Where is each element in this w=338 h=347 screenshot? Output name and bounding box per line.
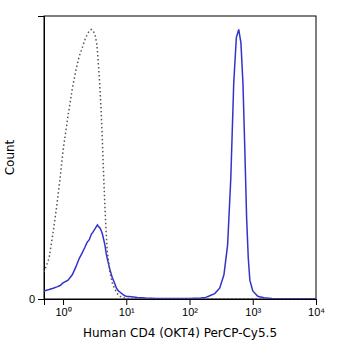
x-tick-mark <box>316 299 317 305</box>
x-tick: 10⁰ <box>55 299 71 318</box>
plot-area: 10⁰ 10¹ 10² 10³ 10⁴ 0 <box>29 16 325 318</box>
series-line <box>44 29 316 298</box>
y-tick-mark <box>38 299 44 300</box>
x-axis-title: Human CD4 (OKT4) PerCP-Cy5.5 <box>83 326 277 340</box>
plot-frame <box>44 16 316 299</box>
chart: 10⁰ 10¹ 10² 10³ 10⁴ 0 Human CD4 (OKT4) PerCP-C… <box>0 0 338 347</box>
y-tick-label: 0 <box>29 293 35 305</box>
y-axis-line <box>38 17 45 300</box>
series-group <box>44 29 316 298</box>
x-tick-label: 10⁴ <box>308 306 325 318</box>
x-axis-line <box>45 300 317 306</box>
x-tick-label: 10² <box>182 306 198 318</box>
x-tick-mark <box>126 299 127 305</box>
y-axis-title: Count <box>3 139 17 175</box>
x-tick: 10¹ <box>119 299 135 318</box>
x-tick-mark <box>253 299 254 305</box>
y-axis: 0 <box>29 17 45 306</box>
x-axis: 10⁰ 10¹ 10² 10³ 10⁴ <box>45 299 326 318</box>
x-tick-label: 10¹ <box>119 306 135 318</box>
series-line <box>44 29 316 298</box>
x-tick-label: 10⁰ <box>55 306 71 318</box>
y-tick: 0 <box>29 293 44 305</box>
x-tick: 10⁴ <box>308 299 325 318</box>
x-tick: 10³ <box>245 299 261 318</box>
x-tick-mark <box>63 299 64 305</box>
x-tick-mark <box>190 299 191 305</box>
x-tick: 10² <box>182 299 198 318</box>
x-tick-label: 10³ <box>245 306 261 318</box>
